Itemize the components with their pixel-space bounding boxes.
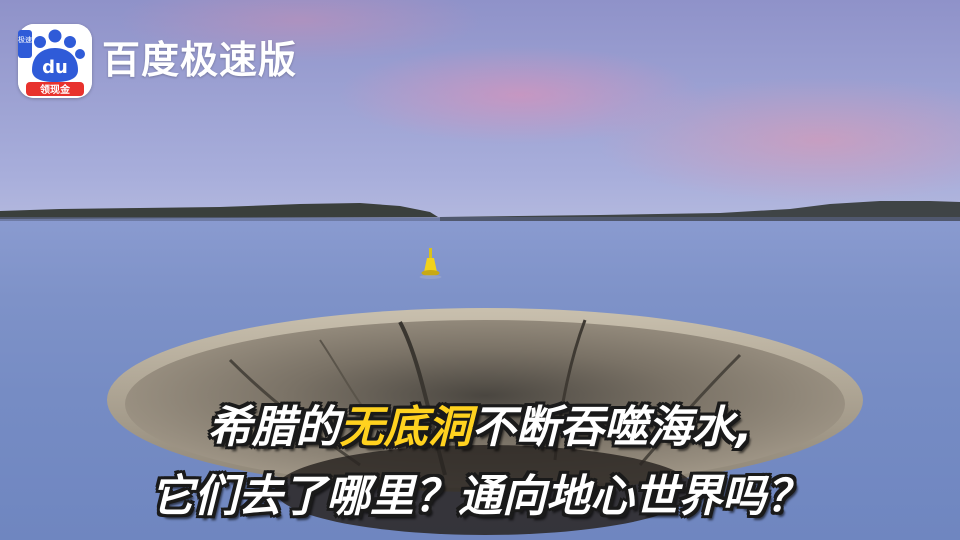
brand-name: 百度极速版 [102,38,298,82]
baidu-paw-icon: du 领现金 极速 [18,24,92,98]
caption-line-2: 它们去了哪里？通向地心世界吗？ [150,471,810,522]
distant-shoreline [0,201,960,221]
caption-line-1: 希腊的无底洞不断吞噬海水, [0,400,960,456]
logo-badge-text: 领现金 [40,83,71,96]
caption-highlight: 无底洞 [339,402,472,453]
caption-line-1-prefix: 希腊的 [207,402,340,453]
yellow-buoy [419,248,442,279]
sunset-sky [0,0,960,220]
logo-side-text: 极速 [18,35,32,44]
glory-hole-spillway [107,308,863,535]
caption-line-1-suffix: 不断吞噬海水, [471,402,753,453]
baidu-lite-logo: du 领现金 极速 [18,24,92,98]
logo-du-text: du [42,57,68,78]
